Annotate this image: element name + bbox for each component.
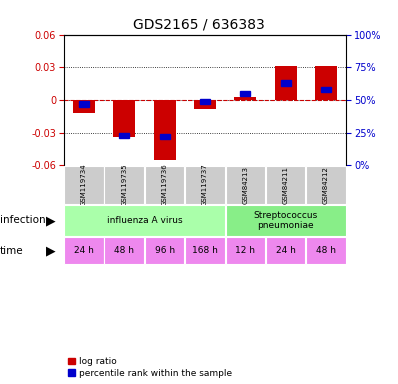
Text: ▶: ▶: [46, 244, 56, 257]
Text: GSM119735: GSM119735: [121, 164, 127, 207]
Bar: [226, 237, 265, 265]
Bar: [64, 205, 225, 235]
Bar: [194, 100, 216, 109]
Text: 96 h: 96 h: [154, 246, 175, 255]
Text: 168 h: 168 h: [192, 246, 218, 255]
Text: GSM84213: GSM84213: [242, 166, 248, 204]
Text: GDS2165 / 636383: GDS2165 / 636383: [133, 17, 265, 31]
Text: GSM84211: GSM84211: [283, 166, 289, 204]
Text: ▶: ▶: [46, 214, 56, 227]
Bar: [185, 237, 225, 265]
Text: 24 h: 24 h: [74, 246, 94, 255]
Text: GSM84212: GSM84212: [323, 166, 329, 204]
Bar: [234, 97, 256, 100]
Bar: [306, 166, 346, 204]
Bar: [200, 99, 210, 104]
Text: influenza A virus: influenza A virus: [107, 216, 182, 225]
Bar: [315, 66, 337, 100]
Text: 48 h: 48 h: [114, 246, 134, 255]
Bar: [226, 205, 346, 235]
Bar: [145, 166, 184, 204]
Bar: [73, 100, 95, 113]
Bar: [306, 237, 346, 265]
Bar: [145, 237, 184, 265]
Bar: [226, 166, 265, 204]
Bar: [64, 237, 103, 265]
Text: infection: infection: [0, 215, 46, 225]
Text: Streptococcus
pneumoniae: Streptococcus pneumoniae: [254, 211, 318, 230]
Bar: [275, 66, 297, 100]
Text: GSM119736: GSM119736: [162, 164, 168, 207]
Bar: [104, 166, 144, 204]
Bar: [185, 166, 225, 204]
Text: GSM119737: GSM119737: [202, 164, 208, 207]
Bar: [104, 237, 144, 265]
Text: GSM119734: GSM119734: [81, 164, 87, 207]
Bar: [119, 132, 129, 138]
Bar: [79, 101, 89, 107]
Bar: [64, 166, 103, 204]
Bar: [240, 91, 250, 96]
Text: 48 h: 48 h: [316, 246, 336, 255]
Bar: [160, 134, 170, 139]
Bar: [266, 237, 306, 265]
Text: 24 h: 24 h: [276, 246, 296, 255]
Bar: [266, 166, 306, 204]
Legend: log ratio, percentile rank within the sample: log ratio, percentile rank within the sa…: [68, 357, 232, 377]
Bar: [281, 80, 291, 86]
Text: 12 h: 12 h: [235, 246, 256, 255]
Bar: [321, 87, 331, 92]
Bar: [113, 100, 135, 137]
Text: time: time: [0, 245, 23, 256]
Bar: [154, 100, 176, 160]
